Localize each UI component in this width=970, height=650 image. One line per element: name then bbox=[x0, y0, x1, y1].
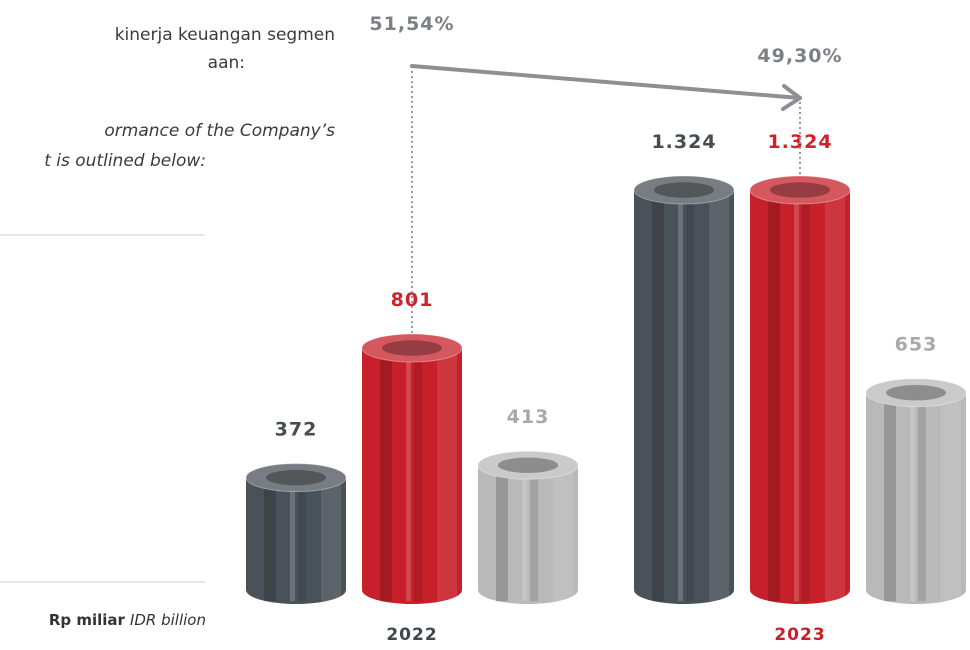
cylinder bbox=[634, 190, 734, 604]
cylinder-top bbox=[749, 175, 851, 205]
cylinder bbox=[750, 190, 850, 604]
cylinder-top-light bbox=[362, 334, 462, 363]
cylinder-shade bbox=[530, 465, 538, 602]
unit-text: Rp miliar IDR billion bbox=[49, 611, 206, 629]
cylinder-shade bbox=[652, 190, 664, 602]
side-text: t is outlined below: bbox=[44, 151, 206, 171]
cylinder-top bbox=[477, 450, 579, 480]
cylinder-shade bbox=[768, 190, 780, 602]
cylinder-hole bbox=[886, 385, 946, 401]
unit: Rp miliar bbox=[49, 611, 126, 629]
side-text: kinerja keuangan segmen bbox=[115, 25, 335, 45]
annotation: 49,30% bbox=[757, 45, 842, 67]
cylinder-top bbox=[633, 175, 735, 205]
cylinder-top-light bbox=[750, 176, 850, 204]
value-label: 1.324 bbox=[651, 131, 716, 153]
annotation: 51,54% bbox=[369, 13, 454, 35]
arrow-line bbox=[410, 64, 802, 100]
cylinder-top-light bbox=[246, 463, 346, 492]
cylinder-top bbox=[245, 463, 347, 493]
cylinder-hole bbox=[498, 457, 558, 473]
cylinder bbox=[866, 392, 966, 604]
value-label: 372 bbox=[275, 419, 318, 441]
cylinder bbox=[362, 348, 462, 604]
cylinder-shade bbox=[686, 190, 694, 602]
cylinder-top bbox=[865, 378, 967, 408]
value-label: 653 bbox=[895, 334, 938, 356]
cylinder-shade bbox=[802, 190, 810, 602]
cylinder-shade bbox=[264, 477, 276, 602]
cylinder bbox=[246, 477, 346, 604]
cylinder-shade bbox=[553, 465, 573, 602]
cylinder-shade bbox=[414, 348, 422, 602]
cylinder-shade bbox=[709, 190, 729, 602]
cylinder-shade bbox=[678, 190, 683, 602]
cylinder-shade bbox=[918, 392, 926, 602]
unit-en: IDR billion bbox=[130, 611, 206, 629]
cylinder-shade bbox=[406, 348, 411, 602]
side-text: aan: bbox=[208, 53, 245, 73]
cylinder-top bbox=[361, 333, 463, 363]
cylinder-shade bbox=[794, 190, 799, 602]
cylinder-shade bbox=[298, 477, 306, 602]
category-label: 2023 bbox=[774, 625, 825, 645]
cylinder-shade bbox=[884, 392, 896, 602]
value-label: 413 bbox=[507, 406, 550, 428]
cylinder-top-light bbox=[478, 451, 578, 480]
cylinder-hole bbox=[382, 340, 442, 356]
cylinder-shade bbox=[437, 348, 457, 602]
cylinder-top-light bbox=[866, 378, 966, 407]
cylinder-hole bbox=[654, 182, 714, 198]
side-text: ormance of the Company’s bbox=[104, 121, 335, 141]
cylinder-shade bbox=[321, 477, 341, 602]
cylinder-top-light bbox=[634, 176, 734, 204]
cylinder-hole bbox=[266, 469, 326, 486]
category-label: 2022 bbox=[386, 625, 437, 645]
cylinder-hole bbox=[770, 182, 830, 198]
cylinder-shade bbox=[290, 477, 295, 602]
cylinder-shade bbox=[380, 348, 392, 602]
cylinder-shade bbox=[496, 465, 508, 602]
cylinder-shade bbox=[825, 190, 845, 602]
cylinder-shade bbox=[910, 392, 915, 602]
cylinder-shade bbox=[522, 465, 527, 602]
value-label: 801 bbox=[391, 289, 434, 311]
cylinder-shade bbox=[941, 392, 961, 602]
arrow-head bbox=[781, 84, 802, 111]
cylinder bbox=[478, 465, 578, 604]
